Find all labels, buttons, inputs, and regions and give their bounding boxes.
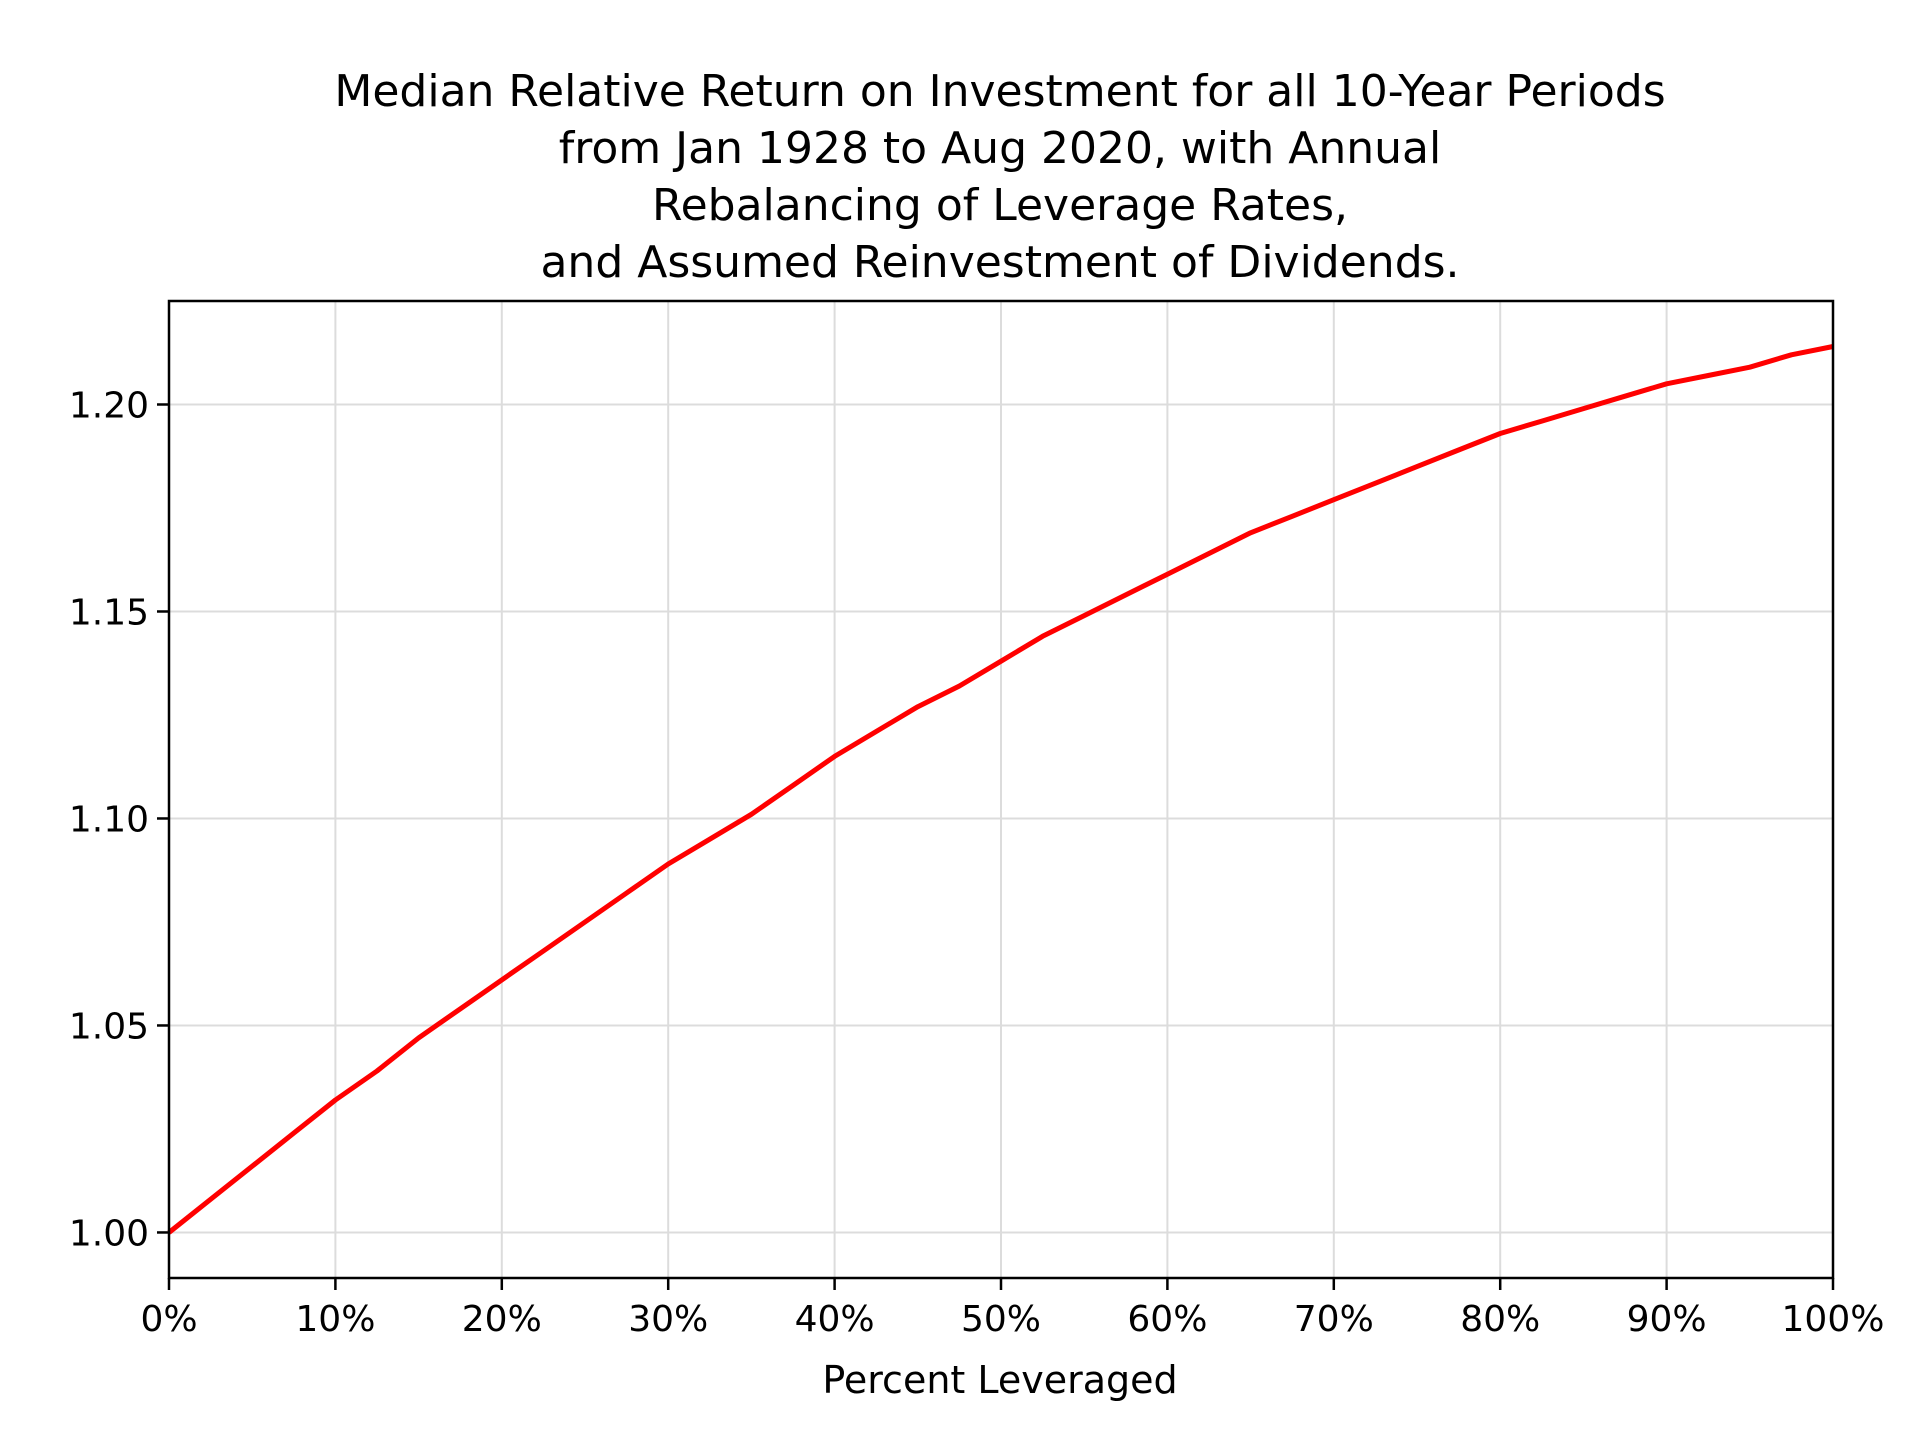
x-tick-label: 90% — [1627, 1299, 1707, 1340]
x-tick-label: 40% — [795, 1299, 875, 1340]
series-group — [167, 344, 1834, 1235]
x-tick-label: 10% — [295, 1299, 375, 1340]
y-tick-label: 1.10 — [69, 799, 149, 840]
chart-title-line-4: and Assumed Reinvestment of Dividends. — [540, 237, 1459, 288]
y-axis-ticks: 1.00 1.05 1.10 1.15 1.20 — [69, 385, 169, 1254]
y-tick-label: 1.15 — [69, 592, 149, 633]
x-tick-label: 80% — [1460, 1299, 1540, 1340]
y-tick-label: 1.20 — [69, 385, 149, 426]
x-tick-label: 60% — [1127, 1299, 1207, 1340]
chart-title: Median Relative Return on Investment for… — [334, 66, 1665, 288]
chart-title-line-2: from Jan 1928 to Aug 2020, with Annual — [559, 123, 1441, 174]
y-tick-label: 1.00 — [69, 1213, 149, 1254]
y-tick-label: 1.05 — [69, 1006, 149, 1047]
x-tick-label: 70% — [1294, 1299, 1374, 1340]
x-tick-label: 30% — [628, 1299, 708, 1340]
series-line-0 — [167, 344, 1834, 1235]
chart-title-line-3: Rebalancing of Leverage Rates, — [652, 180, 1348, 231]
x-tick-label: 0% — [140, 1299, 197, 1340]
x-tick-label: 50% — [961, 1299, 1041, 1340]
x-axis-label: Percent Leveraged — [822, 1358, 1177, 1402]
x-tick-label: 20% — [462, 1299, 542, 1340]
chart-title-line-1: Median Relative Return on Investment for… — [334, 66, 1665, 117]
x-tick-label: 100% — [1782, 1299, 1885, 1340]
x-axis-ticks: 0% 10% 20% 30% 40% 50% 60% 70% 80% 90% 100% — [140, 1278, 1884, 1340]
grid — [168, 301, 1834, 1278]
